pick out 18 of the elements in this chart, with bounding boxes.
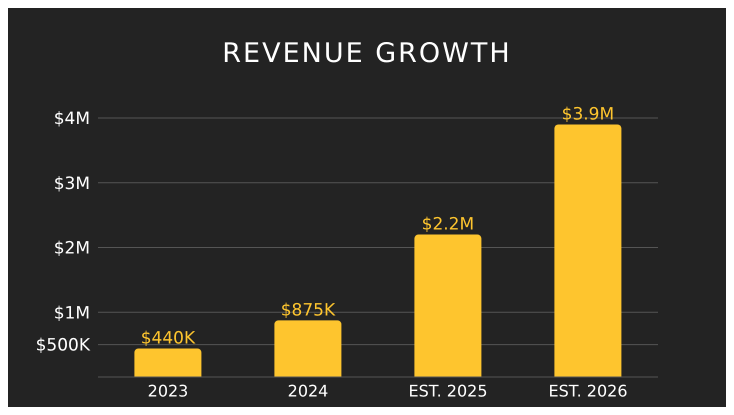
x-tick-label: EST. 2026 xyxy=(548,381,628,400)
bar xyxy=(554,124,622,377)
data-label: $2.2M xyxy=(422,214,474,235)
x-tick-label: 2024 xyxy=(288,381,328,400)
y-tick-label: $2M xyxy=(54,238,90,259)
bar xyxy=(274,320,342,377)
bar xyxy=(414,234,482,377)
bar xyxy=(134,348,202,377)
y-tick-label: $1M xyxy=(54,303,90,324)
x-tick-label: EST. 2025 xyxy=(408,381,488,400)
chart-title: REVENUE GROWTH xyxy=(221,37,513,71)
data-label: $875K xyxy=(280,300,336,320)
y-tick-label: $4M xyxy=(54,109,90,130)
y-tick-label: $500K xyxy=(36,336,91,356)
y-tick-label: $3M xyxy=(54,174,90,194)
x-tick-label: 2023 xyxy=(148,381,188,400)
data-label: $440K xyxy=(140,328,196,349)
data-label: $3.9M xyxy=(562,104,614,124)
